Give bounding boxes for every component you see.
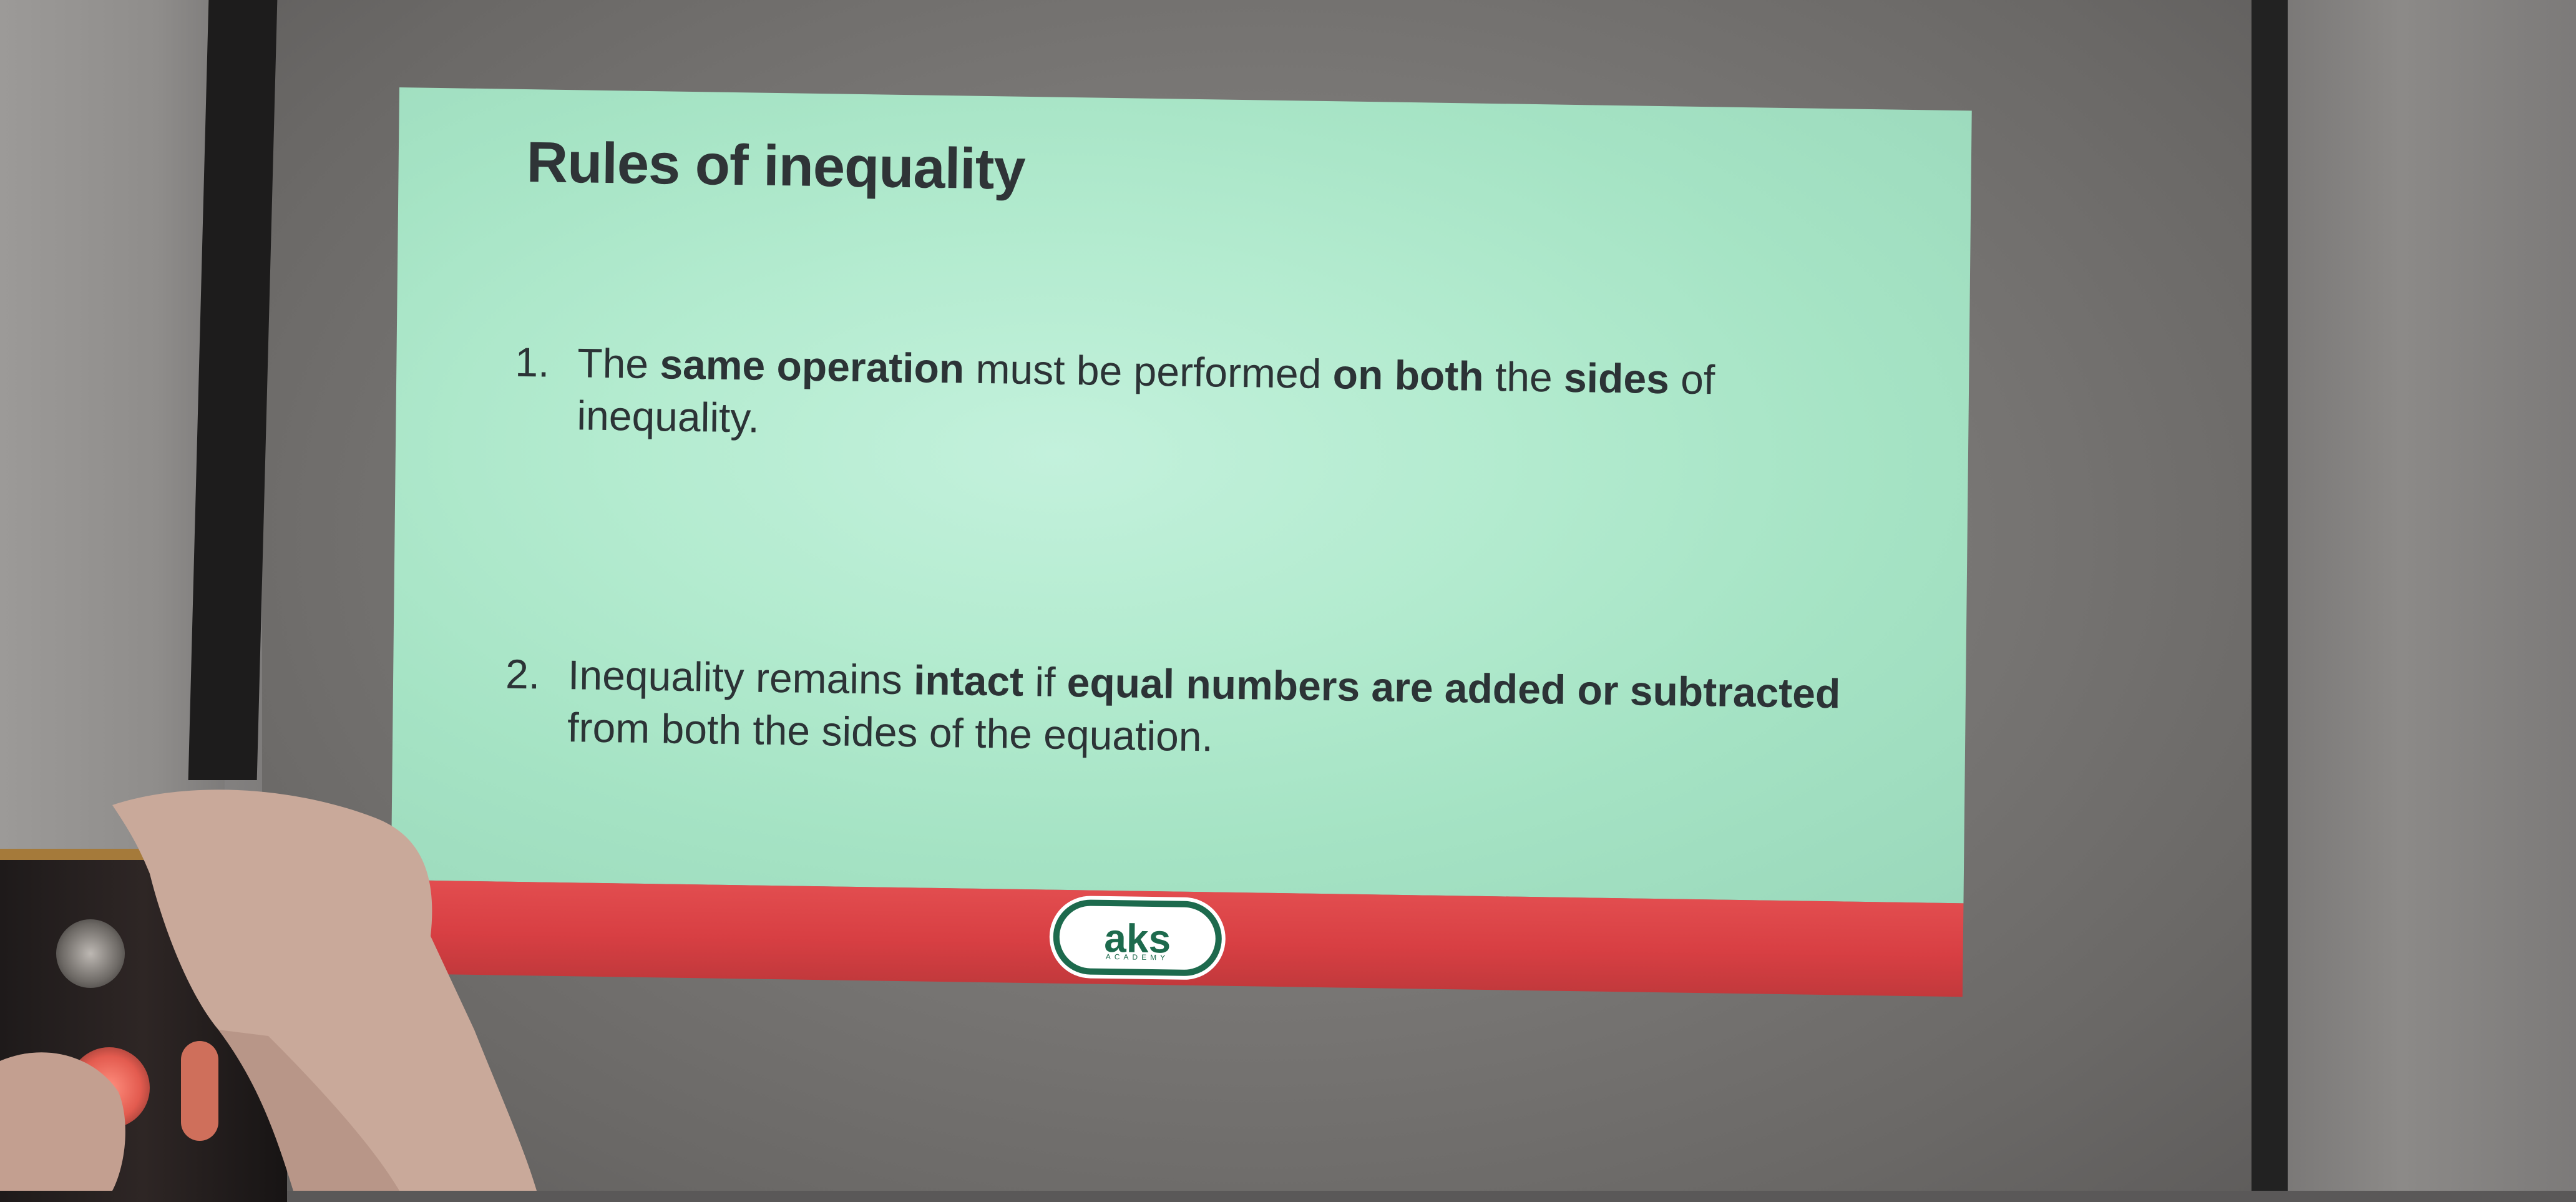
logo-subtext: ACADEMY (1105, 952, 1169, 962)
camera-lens-icon (56, 919, 125, 988)
emphasis-text: same operation (660, 341, 965, 392)
phone-side-button (181, 1041, 218, 1141)
rule-item: 2. Inequality remains intact if equal num… (505, 648, 1941, 774)
screen-frame-right (2252, 0, 2288, 1191)
finger (0, 1052, 125, 1191)
hand (0, 789, 537, 1191)
right-wall (2284, 0, 2576, 1191)
slide-title: Rules of inequality (526, 130, 1026, 202)
emphasis-text: equal numbers are added or subtracted (1066, 658, 1841, 717)
emphasis-text: intact (913, 657, 1024, 705)
rule-number: 1. (515, 338, 550, 386)
thumb-shade (218, 1030, 399, 1191)
thumb (112, 789, 537, 1191)
emphasis-text: on both (1332, 351, 1485, 399)
slide-body: Rules of inequality 1. The same operation… (391, 87, 1972, 904)
academy-logo: aks ACADEMY (1053, 899, 1222, 977)
rule-number: 2. (505, 650, 540, 698)
projected-slide: Rules of inequality 1. The same operation… (390, 87, 1972, 997)
emphasis-text: sides (1563, 354, 1670, 403)
rule-item: 1. The same operation must be performed o… (514, 336, 1888, 461)
